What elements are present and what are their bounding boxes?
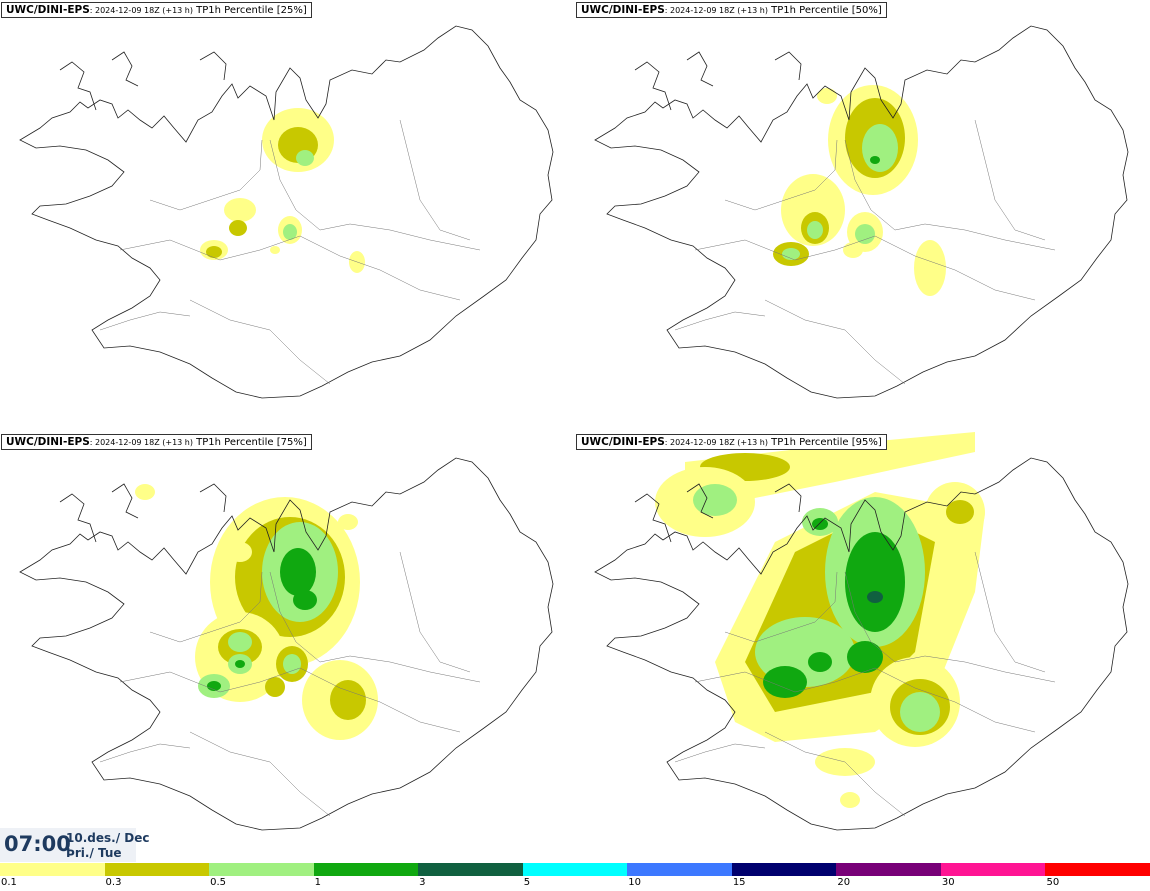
variable-label: TP1h Percentile [50%] — [767, 5, 882, 16]
scale-swatch — [209, 863, 314, 876]
model-source: UWC/DINI-EPS — [6, 4, 90, 16]
variable-label: TP1h Percentile [75%] — [192, 437, 307, 448]
scale-swatch — [0, 863, 105, 876]
scale-tick-label: 30 — [941, 877, 955, 888]
panel-title: UWC/DINI-EPS: 2024-12-09 18Z (+13 h) TP1… — [1, 2, 312, 18]
roads-and-rivers — [674, 119, 1056, 385]
precip-color-scale — [0, 863, 1150, 876]
precip-field — [200, 108, 365, 273]
scale-tick-label: 10 — [628, 877, 641, 888]
scale-tick-label: 0.5 — [210, 877, 226, 888]
valid-date: 10.des./ Dec — [66, 831, 150, 845]
model-source: UWC/DINI-EPS — [6, 436, 90, 448]
scale-swatch — [627, 863, 732, 876]
variable-label: TP1h Percentile [25%] — [192, 5, 307, 16]
scale-tick-label: 20 — [837, 877, 851, 888]
precip-map-p50 — [594, 25, 1129, 399]
map-panel-p50: UWC/DINI-EPS: 2024-12-09 18Z (+13 h) TP1… — [575, 0, 1150, 430]
scale-tick-label: 50 — [1046, 877, 1060, 888]
run-time: : 2024-12-09 18Z (+13 h) — [89, 438, 193, 447]
map-panel-p95: UWC/DINI-EPS: 2024-12-09 18Z (+13 h) TP1… — [575, 432, 1150, 862]
roads-and-rivers — [674, 551, 1056, 817]
iceland-coastline — [594, 25, 1129, 399]
scale-tick-label: 0.1 — [1, 877, 17, 888]
scale-tick-label: 5 — [523, 877, 531, 888]
run-time: : 2024-12-09 18Z (+13 h) — [89, 6, 193, 15]
precip-scale-ticks: 0.1 0.3 0.5 1 3 5 10 15 20 30 50 — [0, 876, 1150, 891]
roads-and-rivers — [99, 551, 481, 817]
scale-tick-label: 0.3 — [105, 877, 122, 888]
precip-field — [655, 432, 985, 808]
precip-map-p25 — [19, 25, 554, 399]
model-source: UWC/DINI-EPS — [581, 436, 665, 448]
scale-swatch — [1045, 863, 1150, 876]
scale-swatch — [940, 863, 1046, 876]
precip-map-p75 — [19, 457, 554, 831]
valid-time-box: 07:00 10.des./ Dec Þri./ Tue — [0, 828, 149, 862]
panel-title: UWC/DINI-EPS: 2024-12-09 18Z (+13 h) TP1… — [576, 2, 887, 18]
run-time: : 2024-12-09 18Z (+13 h) — [664, 6, 768, 15]
iceland-coastline — [594, 457, 1129, 831]
scale-swatch — [522, 863, 628, 876]
variable-label: TP1h Percentile [95%] — [767, 437, 882, 448]
scale-swatch — [104, 863, 210, 876]
scale-swatch — [836, 863, 941, 876]
iceland-coastline — [19, 25, 554, 399]
roads-and-rivers — [99, 119, 481, 385]
scale-swatch — [313, 863, 419, 876]
scale-swatch — [418, 863, 523, 876]
precip-map-p95 — [594, 432, 1129, 831]
map-panel-p25: UWC/DINI-EPS: 2024-12-09 18Z (+13 h) TP1… — [0, 0, 575, 430]
model-source: UWC/DINI-EPS — [581, 4, 665, 16]
precip-field — [135, 484, 378, 740]
valid-time: 07:00 — [4, 832, 71, 856]
valid-weekday: Þri./ Tue — [66, 846, 122, 860]
panel-title: UWC/DINI-EPS: 2024-12-09 18Z (+13 h) TP1… — [576, 434, 887, 450]
panel-title: UWC/DINI-EPS: 2024-12-09 18Z (+13 h) TP1… — [1, 434, 312, 450]
scale-tick-label: 15 — [732, 877, 746, 888]
iceland-coastline — [19, 457, 554, 831]
precip-field — [773, 85, 946, 296]
map-panel-p75: UWC/DINI-EPS: 2024-12-09 18Z (+13 h) TP1… — [0, 432, 575, 862]
run-time: : 2024-12-09 18Z (+13 h) — [664, 438, 768, 447]
scale-swatch — [731, 863, 837, 876]
scale-tick-label: 3 — [419, 877, 426, 888]
scale-tick-label: 1 — [314, 877, 321, 888]
